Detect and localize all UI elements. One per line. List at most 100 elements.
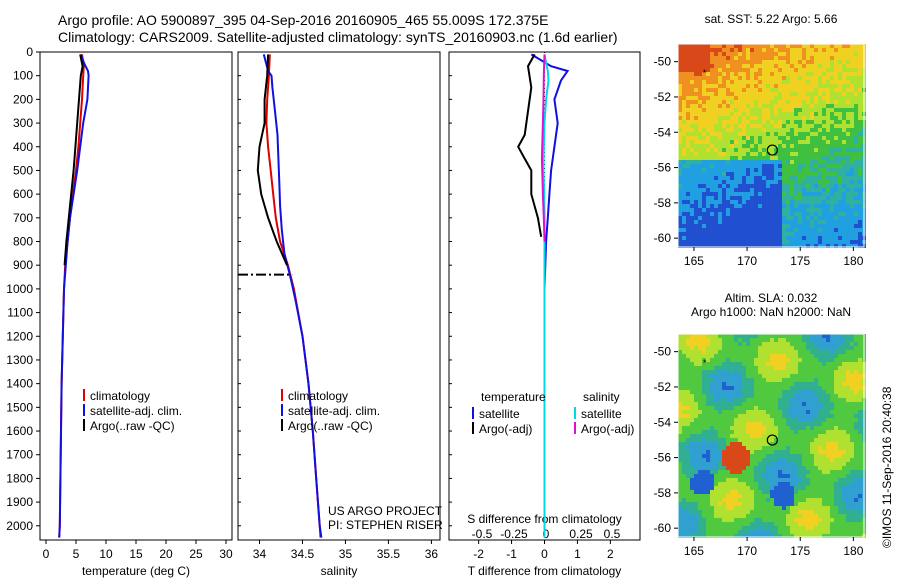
map-cell [750,462,754,466]
map-cell [694,112,698,116]
map-cell [698,144,702,148]
map-cell [782,522,786,526]
map-cell [790,96,794,100]
map-cell [746,88,750,92]
map-cell [802,200,806,204]
map-cell [682,204,686,208]
depth-tick-label: 700 [13,211,33,225]
map-cell [814,346,818,350]
map-cell [758,192,762,196]
map-cell [790,100,794,104]
map-cell [846,52,850,56]
map-cell [710,64,714,68]
map-cell [758,438,762,442]
map-cell [742,478,746,482]
map-cell [818,530,822,534]
map-cell [726,100,730,104]
map-cell [810,212,814,216]
map-cell [726,442,730,446]
map-cell [694,104,698,108]
map-cell [746,92,750,96]
map-cell [690,44,694,48]
map-cell [734,454,738,458]
map-cell [810,450,814,454]
map-cell [842,68,846,72]
map-cell [858,172,862,176]
map-cell [718,112,722,116]
map-cell [810,88,814,92]
map-cell [682,160,686,164]
map-cell [762,200,766,204]
x-tick-label: 0 [541,547,548,561]
map-cell [718,514,722,518]
map-cell [838,52,842,56]
map-cell [750,450,754,454]
map-cell [738,164,742,168]
map-cell [730,204,734,208]
map-cell [842,418,846,422]
map-cell [690,370,694,374]
map-cell [686,386,690,390]
map-cell [746,530,750,534]
map-cell [818,514,822,518]
float-track-mark: * [703,358,707,368]
map-cell [830,220,834,224]
map-cell [758,116,762,120]
map-cell [778,176,782,180]
map-cell [854,470,858,474]
map-cell [682,236,686,240]
map-cell [802,204,806,208]
map-cell [794,438,798,442]
map-cell [794,426,798,430]
depth-tick-label: 1200 [6,329,33,343]
map-cell [846,382,850,386]
map-cell [726,398,730,402]
map-cell [790,168,794,172]
map-cell [738,370,742,374]
map-cell [718,84,722,88]
map-cell [734,378,738,382]
map-cell [806,192,810,196]
map-cell [742,176,746,180]
map-cell [854,386,858,390]
map-cell [790,240,794,244]
map-cell [678,490,682,494]
map-cell [682,208,686,212]
map-cell [694,342,698,346]
map-cell [714,446,718,450]
map-cell [802,482,806,486]
map-cell [770,124,774,128]
map-cell [714,208,718,212]
map-cell [758,188,762,192]
map-cell [730,100,734,104]
map-cell [846,394,850,398]
map-cell [778,52,782,56]
map-cell [746,498,750,502]
map-cell [790,92,794,96]
map-cell [730,530,734,534]
map-cell [794,354,798,358]
map-cell [734,136,738,140]
map-cell [690,176,694,180]
map-cell [762,350,766,354]
map-cell [734,244,738,248]
map-cell [758,362,762,366]
map-cell [738,196,742,200]
map-cell [690,410,694,414]
map-cell [678,442,682,446]
map-cell [858,526,862,530]
map-cell [718,96,722,100]
map-cell [830,446,834,450]
map-cell [838,184,842,188]
map-cell [698,402,702,406]
map-cell [802,418,806,422]
map-cell [738,52,742,56]
map-cell [858,378,862,382]
map-cell [838,68,842,72]
map-cell [794,128,798,132]
map-cell [706,140,710,144]
map-cell [794,346,798,350]
map-cell [778,128,782,132]
map-cell [762,108,766,112]
map-cell [738,422,742,426]
